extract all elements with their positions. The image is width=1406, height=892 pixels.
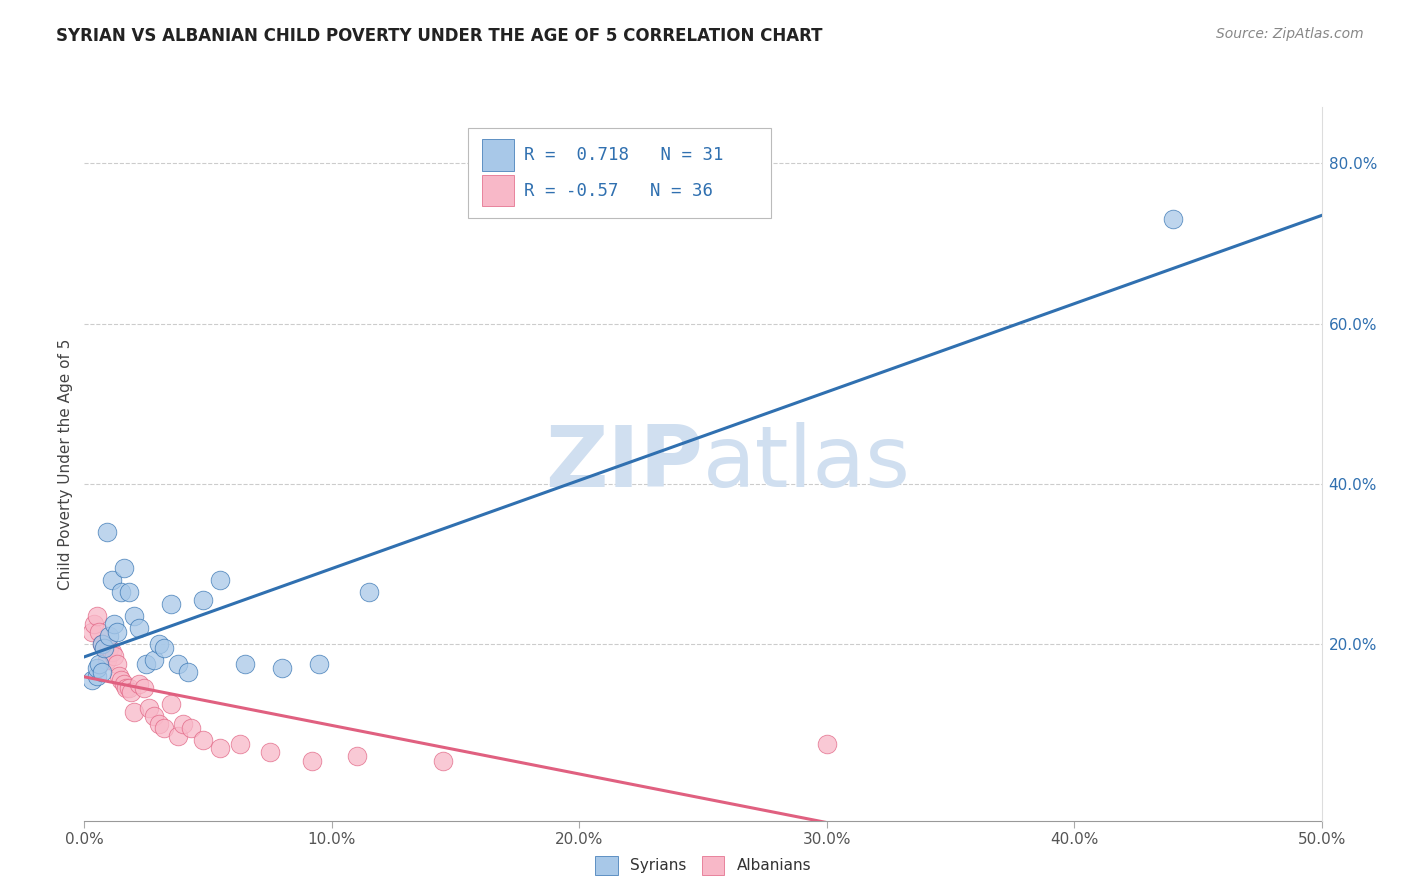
Text: R =  0.718   N = 31: R = 0.718 N = 31 <box>523 146 723 164</box>
Point <box>209 573 232 587</box>
Text: ZIP: ZIP <box>546 422 703 506</box>
Text: atlas: atlas <box>703 422 911 506</box>
Point <box>432 754 454 768</box>
Point <box>118 585 141 599</box>
Point <box>86 609 108 624</box>
Point <box>96 653 118 667</box>
Point <box>301 754 323 768</box>
Point <box>98 629 121 643</box>
Point <box>191 593 214 607</box>
Point <box>167 657 190 672</box>
Point <box>128 677 150 691</box>
Point <box>160 597 183 611</box>
Point <box>148 717 170 731</box>
Text: Source: ZipAtlas.com: Source: ZipAtlas.com <box>1216 27 1364 41</box>
Point <box>346 749 368 764</box>
Point <box>103 617 125 632</box>
Point <box>815 738 838 752</box>
Point <box>142 653 165 667</box>
Point <box>110 673 132 688</box>
Point <box>80 673 103 688</box>
Point <box>112 677 135 691</box>
Point <box>89 657 111 672</box>
Point <box>1161 212 1184 227</box>
Point <box>152 722 174 736</box>
Point <box>90 665 112 680</box>
Point <box>148 637 170 651</box>
Point <box>100 645 122 659</box>
FancyBboxPatch shape <box>481 139 513 170</box>
Legend: Syrians, Albanians: Syrians, Albanians <box>589 850 817 880</box>
Point <box>89 625 111 640</box>
Point <box>105 625 128 640</box>
Point <box>271 661 294 675</box>
Point <box>90 637 112 651</box>
Point <box>115 681 138 696</box>
Point <box>191 733 214 747</box>
Point <box>86 669 108 683</box>
Point <box>98 641 121 656</box>
Point <box>122 609 145 624</box>
Point <box>167 730 190 744</box>
Point <box>259 746 281 760</box>
Point <box>93 641 115 656</box>
Point <box>83 617 105 632</box>
Point <box>105 657 128 672</box>
Point <box>96 524 118 539</box>
Point <box>118 681 141 696</box>
Point <box>110 585 132 599</box>
Point <box>132 681 155 696</box>
Point <box>93 641 115 656</box>
Point <box>172 717 194 731</box>
Point <box>120 685 142 699</box>
FancyBboxPatch shape <box>468 128 770 218</box>
Point <box>160 698 183 712</box>
Point <box>209 741 232 756</box>
Text: SYRIAN VS ALBANIAN CHILD POVERTY UNDER THE AGE OF 5 CORRELATION CHART: SYRIAN VS ALBANIAN CHILD POVERTY UNDER T… <box>56 27 823 45</box>
Point <box>152 641 174 656</box>
Point <box>138 701 160 715</box>
Point <box>112 561 135 575</box>
Text: R = -0.57   N = 36: R = -0.57 N = 36 <box>523 182 713 200</box>
Point <box>308 657 330 672</box>
Point <box>180 722 202 736</box>
Y-axis label: Child Poverty Under the Age of 5: Child Poverty Under the Age of 5 <box>58 338 73 590</box>
Point <box>90 637 112 651</box>
Point <box>128 621 150 635</box>
Point <box>177 665 200 680</box>
Point <box>80 625 103 640</box>
Point <box>357 585 380 599</box>
Point <box>135 657 157 672</box>
FancyBboxPatch shape <box>481 175 513 206</box>
Point <box>100 573 122 587</box>
Point <box>86 661 108 675</box>
Point <box>103 649 125 664</box>
Point <box>229 738 252 752</box>
Point <box>108 669 131 683</box>
Point <box>122 706 145 720</box>
Point <box>142 709 165 723</box>
Point <box>233 657 256 672</box>
